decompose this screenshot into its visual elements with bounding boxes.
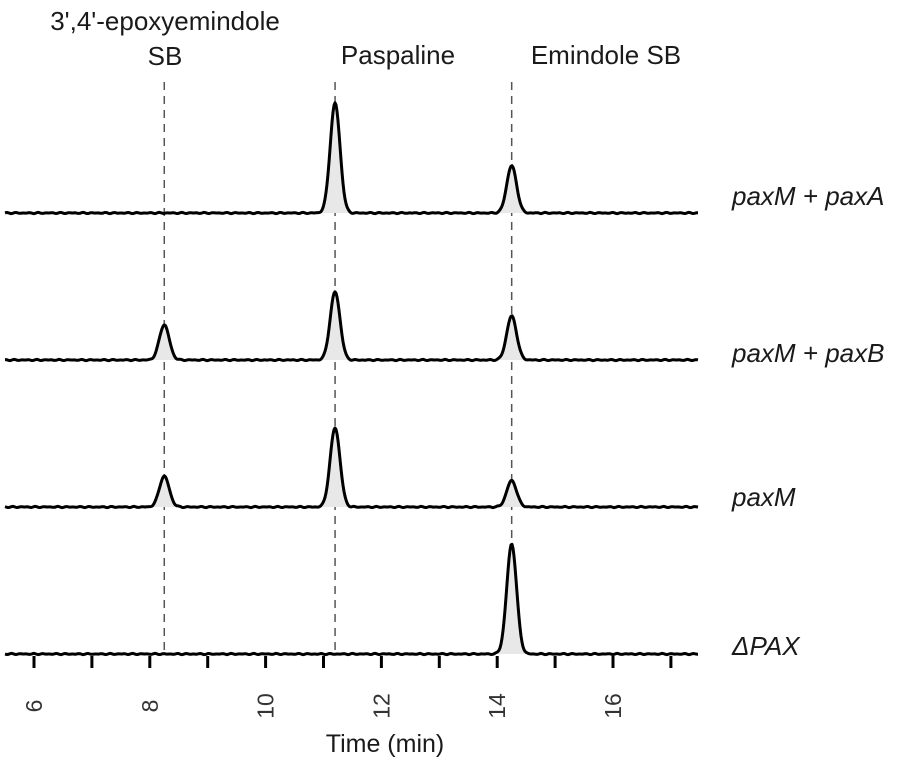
peak-fill-0-1 (491, 165, 532, 213)
x-tick-label-3: 12 (368, 693, 394, 719)
x-axis: 6 8 10 12 14 16 (21, 656, 673, 719)
peak-labels: 3',4'-epoxyemindole SB Paspaline Emindole S… (50, 6, 681, 71)
peak-fill-1-2 (491, 316, 532, 360)
x-tick-label-0: 6 (21, 700, 47, 713)
peak-label-2-line-0: Emindole SB (531, 40, 681, 70)
x-tick-label-1: 8 (137, 700, 163, 713)
peak-fill-1-1 (314, 291, 356, 360)
traces (4, 101, 699, 657)
trace-1 (4, 290, 699, 363)
trace-label-1: paxM + paxB (731, 338, 884, 368)
trace-2 (4, 426, 699, 510)
trace-labels: paxM + paxA paxM + paxB paxM ΔPAX (731, 181, 884, 661)
peak-label-0-line-0: 3',4'-epoxyemindole (50, 6, 280, 36)
trace-0 (4, 101, 699, 216)
trace-label-3: ΔPAX (731, 631, 801, 661)
peak-fill-0-0 (314, 103, 356, 213)
x-tick-label-4: 14 (484, 693, 510, 719)
peak-label-1-line-0: Paspaline (341, 40, 455, 70)
peak-fill-3-0 (491, 544, 532, 654)
x-axis-title: Time (min) (326, 730, 445, 758)
x-tick-label-5: 16 (600, 693, 626, 719)
peak-fill-2-1 (314, 427, 356, 507)
trace-3 (4, 542, 699, 657)
x-tick-label-2: 10 (253, 693, 279, 719)
peak-fills (144, 103, 532, 654)
trace-label-0: paxM + paxA (731, 181, 884, 211)
trace-label-2: paxM (731, 482, 796, 512)
peak-label-0-line-1: SB (148, 41, 183, 71)
peak-fill-2-2 (491, 480, 532, 507)
peak-fill-2-0 (144, 476, 185, 507)
peak-fill-1-0 (144, 324, 185, 360)
